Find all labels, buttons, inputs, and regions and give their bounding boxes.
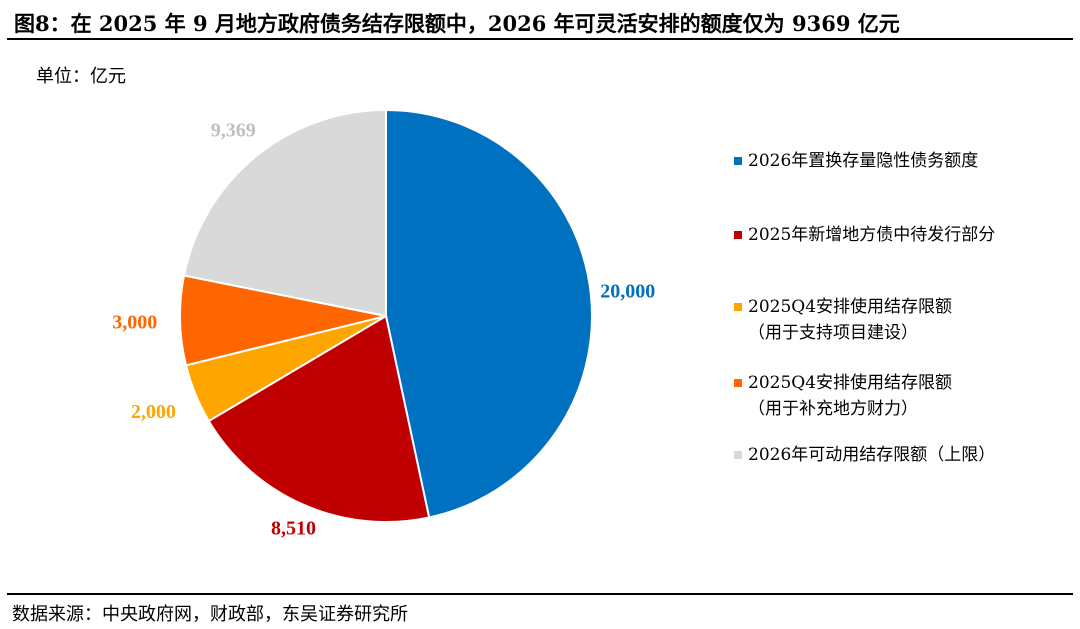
chart-title: 图8：在 2025 年 9 月地方政府债务结存限额中，2026 年可灵活安排的额… (14, 11, 900, 36)
legend-label: 2025Q4安排使用结存限额 （用于支持项目建设） (748, 297, 953, 343)
legend-item-2026-usable-balance: 2026年可动用结存限额（上限） (734, 442, 995, 468)
legend-swatch (734, 379, 742, 387)
legend-label: 2026年可动用结存限额（上限） (748, 445, 996, 465)
legend-swatch (734, 231, 742, 239)
legend-item-2025-unissued-new-debt: 2025年新增地方债中待发行部分 (734, 222, 995, 248)
data-label-unissued: 8,510 (271, 517, 316, 539)
pie-slice-usable (182, 108, 387, 318)
legend-label: 2025年新增地方债中待发行部分 (748, 225, 996, 245)
data-label-q4-finance: 3,000 (112, 311, 157, 333)
data-label-usable: 9,369 (211, 120, 256, 142)
data-label-q4-project: 2,000 (131, 401, 176, 423)
legend-swatch (734, 451, 742, 459)
pie-slice-unissued (207, 314, 431, 523)
legend-item-q4-project-construction: 2025Q4安排使用结存限额 （用于支持项目建设） (734, 294, 952, 346)
unit-label: 单位：亿元 (36, 66, 126, 87)
legend-label: 2025Q4安排使用结存限额 （用于补充地方财力） (748, 373, 953, 419)
top-divider (7, 38, 1073, 40)
data-label-replacement: 20,000 (600, 280, 655, 302)
source-note: 数据来源：中央政府网，财政部，东吴证券研究所 (12, 604, 408, 625)
bottom-divider (7, 593, 1073, 595)
legend-item-replacement-hidden-debt: 2026年置换存量隐性债务额度 (734, 148, 978, 174)
legend-item-q4-local-finance: 2025Q4安排使用结存限额 （用于补充地方财力） (734, 370, 952, 422)
legend-swatch (734, 157, 742, 165)
pie-slice-replacement (385, 108, 593, 519)
legend-label: 2026年置换存量隐性债务额度 (748, 151, 979, 171)
legend-swatch (734, 303, 742, 311)
